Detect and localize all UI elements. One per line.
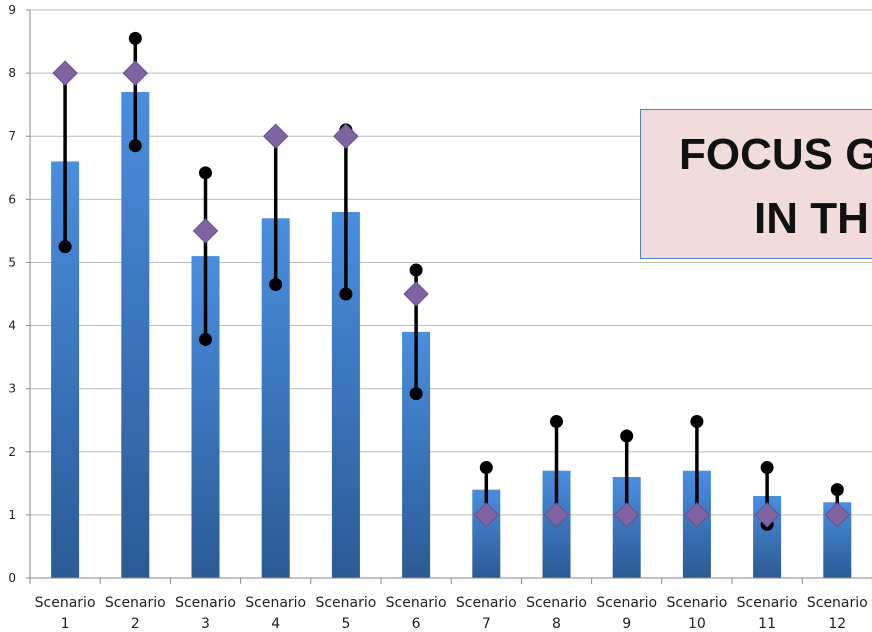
diamond-point — [122, 60, 149, 86]
range-high-point — [199, 166, 212, 180]
diamond-point — [754, 502, 780, 528]
x-tick-label: Scenario — [245, 595, 306, 611]
x-tick-label: 8 — [552, 616, 561, 632]
range-low-point — [269, 278, 283, 292]
range-high-point — [409, 263, 423, 277]
range-high-point — [550, 414, 563, 428]
x-tick-label: Scenario — [456, 595, 517, 611]
diamond-point — [473, 502, 500, 528]
y-tick-label: 9 — [8, 3, 16, 17]
focus-callout-line-1: FOCUS G — [679, 130, 872, 179]
diamond-point — [333, 123, 359, 149]
range-high-point — [760, 461, 774, 475]
x-tick-label: 1 — [61, 616, 70, 632]
x-tick-label: Scenario — [35, 595, 96, 611]
diamond-point — [403, 281, 429, 307]
y-tick-label: 7 — [8, 129, 16, 143]
range-series — [58, 31, 844, 531]
range-low-point — [58, 240, 72, 254]
diamond-point — [52, 60, 78, 86]
y-tick-label: 0 — [8, 571, 16, 585]
x-tick-label: Scenario — [386, 595, 447, 611]
x-tick-label: Scenario — [807, 595, 868, 611]
gridlines — [30, 9, 872, 516]
diamond-series — [52, 60, 851, 528]
range-low-point — [199, 332, 212, 346]
x-tick-label: 3 — [201, 616, 210, 632]
diamond-point — [192, 218, 219, 244]
diamond-point — [613, 502, 640, 528]
x-tick-label: 9 — [622, 616, 631, 632]
y-tick-label: 1 — [8, 508, 16, 522]
diamond-point — [684, 502, 710, 528]
y-tick-label: 3 — [8, 382, 16, 396]
x-tick-label: Scenario — [596, 595, 657, 611]
y-tick-label: 8 — [8, 66, 16, 80]
y-tick-label: 2 — [8, 445, 16, 459]
range-low-point — [128, 139, 142, 153]
range-high-point — [690, 414, 704, 428]
x-tick-label: Scenario — [526, 595, 587, 611]
range-high-point — [830, 483, 844, 497]
y-tick-label: 5 — [8, 255, 16, 269]
diamond-point — [824, 502, 851, 528]
range-low-point — [409, 387, 423, 401]
range-high-point — [479, 461, 493, 475]
x-axis — [29, 577, 872, 584]
x-tick-label: 10 — [688, 616, 706, 632]
diamond-point — [543, 502, 570, 528]
x-tick-label: Scenario — [105, 595, 166, 611]
x-tick-label: 6 — [412, 616, 421, 632]
y-axis: 0 1 2 3 4 5 6 7 8 9 — [8, 3, 31, 585]
focus-callout-box: FOCUS G IN TH — [640, 109, 872, 259]
x-tick-label: 2 — [131, 616, 140, 632]
x-tick-label: Scenario — [175, 595, 236, 611]
range-high-point — [128, 31, 142, 45]
bar — [121, 92, 150, 579]
range-high-point — [620, 429, 634, 443]
range-low-point — [339, 287, 353, 301]
focus-callout-line-2: IN TH — [754, 194, 869, 243]
x-tick-label: 5 — [341, 616, 350, 632]
x-tick-label: Scenario — [315, 595, 376, 611]
x-tick-label: Scenario — [737, 595, 798, 611]
x-axis-labels: Scenario 1 Scenario 2 Scenario 3 Scenario 4 Scen… — [35, 595, 868, 632]
y-tick-label: 6 — [8, 192, 16, 206]
x-tick-label: 4 — [271, 616, 280, 632]
x-tick-label: Scenario — [666, 595, 727, 611]
x-tick-label: 12 — [828, 616, 846, 632]
x-tick-label: 11 — [758, 616, 776, 632]
diamond-point — [262, 123, 289, 149]
y-tick-label: 4 — [8, 319, 16, 333]
x-tick-label: 7 — [482, 616, 491, 632]
